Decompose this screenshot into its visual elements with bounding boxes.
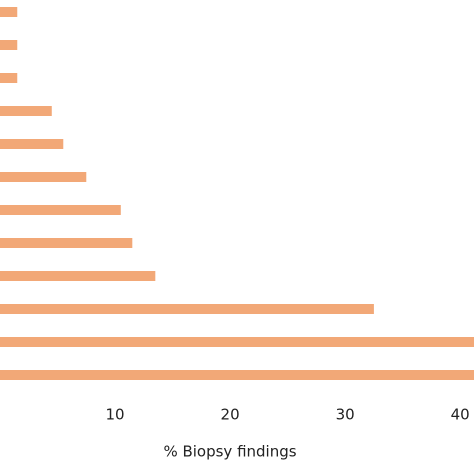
bar (0, 106, 52, 116)
bar (0, 238, 133, 248)
bar (0, 304, 374, 314)
x-tick-label: 10 (106, 406, 125, 424)
bar (0, 172, 87, 182)
bar (0, 205, 121, 215)
x-axis-label: % Biopsy findings (163, 443, 296, 461)
bar (0, 73, 18, 83)
bar (0, 40, 18, 50)
bar (0, 139, 64, 149)
x-tick-label: 40 (451, 406, 470, 424)
bar (0, 337, 474, 347)
bar (0, 370, 474, 380)
bar-group (0, 7, 474, 380)
x-tick-label: 20 (221, 406, 240, 424)
x-tick-label: 30 (336, 406, 355, 424)
bar (0, 7, 18, 17)
bar (0, 271, 156, 281)
